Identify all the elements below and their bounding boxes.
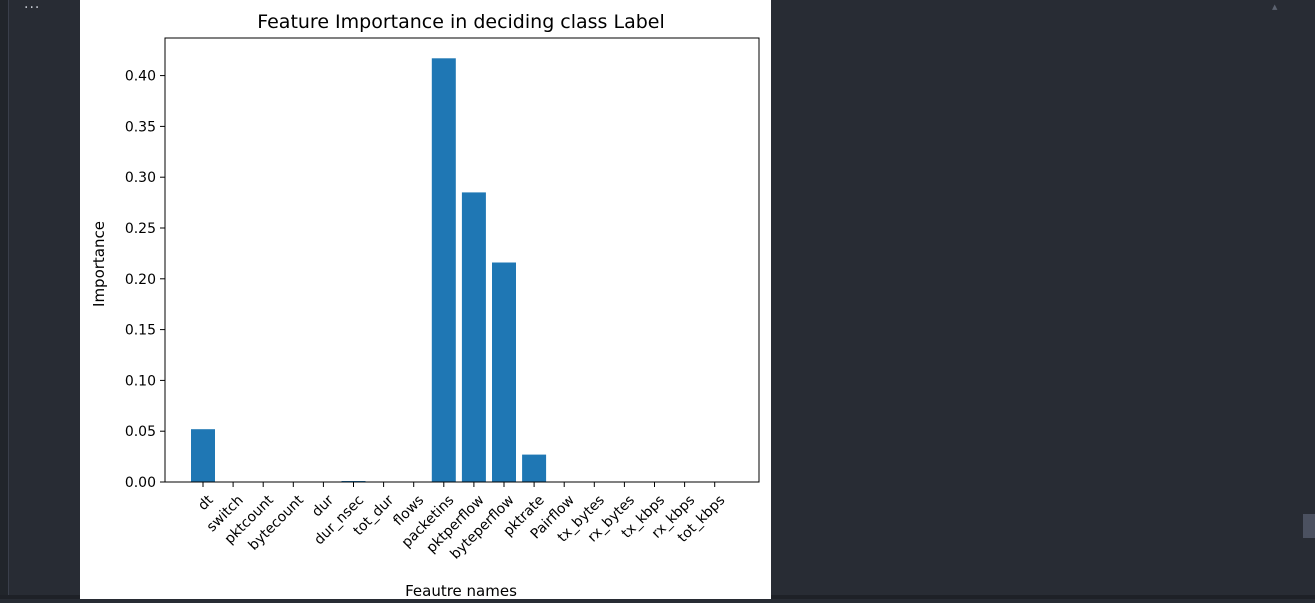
y-tick-label: 0.40 — [125, 69, 156, 85]
y-tick-label: 0.15 — [125, 323, 156, 339]
bar-dt — [191, 429, 215, 482]
scroll-up-arrow-icon[interactable]: ▲ — [1272, 3, 1278, 11]
x-tick-label-dt: dt — [195, 492, 217, 514]
bar-pktperflow — [461, 192, 486, 482]
y-tick-label: 0.35 — [125, 119, 156, 135]
y-axis-label: Importance — [90, 221, 108, 307]
scrollbar-thumb[interactable] — [1303, 514, 1315, 538]
plot-frame — [164, 37, 760, 483]
left-gutter — [0, 0, 8, 599]
bar-packetins — [431, 58, 456, 483]
y-tick-label: 0.00 — [125, 475, 156, 491]
bar-pktrate — [522, 454, 547, 482]
cell-output: Feature Importance in deciding class Lab… — [80, 0, 771, 600]
bar-byteperflow — [492, 262, 516, 482]
chart-title: Feature Importance in deciding class Lab… — [257, 11, 665, 33]
y-tick-label: 0.20 — [125, 272, 156, 288]
y-tick-label: 0.30 — [125, 170, 156, 186]
y-tick-label: 0.10 — [125, 373, 156, 389]
y-tick-label: 0.25 — [125, 221, 156, 237]
y-tick-label: 0.05 — [125, 424, 156, 440]
more-options-button[interactable]: ... — [24, 0, 41, 12]
bar-chart: Feature Importance in deciding class Lab… — [90, 11, 760, 600]
x-axis-label: Feautre names — [405, 582, 517, 599]
